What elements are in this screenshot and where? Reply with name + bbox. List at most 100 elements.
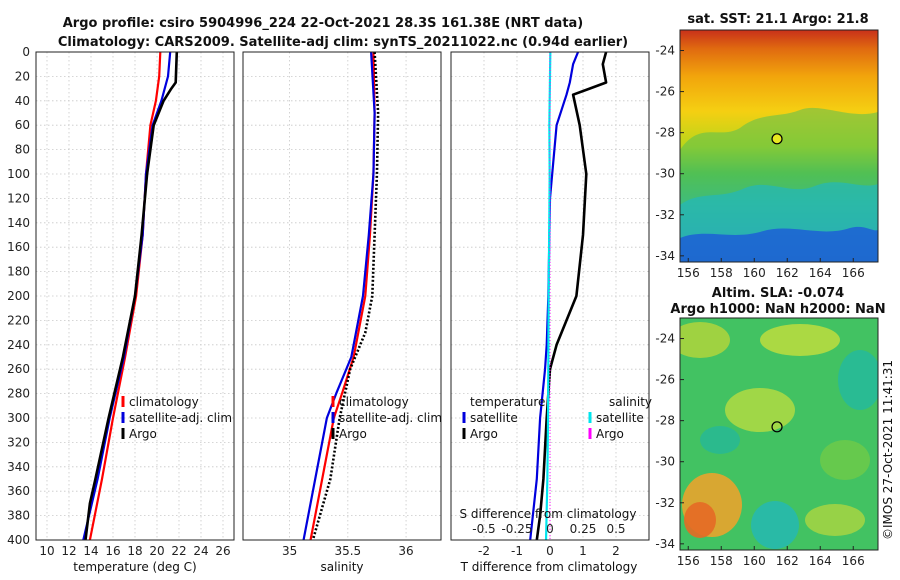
map-y-tick-label: -24 <box>655 332 675 346</box>
salinity-legend: climatology satellite-adj. clim Argo <box>331 395 442 441</box>
legend-label-sal-argo: Argo <box>596 427 624 441</box>
salinity-panel: 35 35.5 36 salinity climatology satellite-… <box>242 51 442 574</box>
depth-tick-label: 40 <box>15 94 30 108</box>
series-line-salinity-satellite <box>544 52 552 540</box>
t-difference-xlabel: T difference from climatology <box>460 560 638 574</box>
x-tick-label: 20 <box>149 544 164 558</box>
x-tick-label: -1 <box>511 544 523 558</box>
depth-tick-label: 400 <box>7 533 30 547</box>
legend-label-argo: Argo <box>129 427 157 441</box>
map-y-tick-label: -26 <box>655 373 675 387</box>
series-line-argo <box>84 52 179 540</box>
s-difference-tick-label: 0 <box>546 522 554 536</box>
map-y-tick-label: -26 <box>655 85 675 99</box>
series-line-argo <box>311 52 380 540</box>
sst-frame <box>679 29 879 263</box>
x-tick-label: 0 <box>546 544 554 558</box>
depth-tick-label: 0 <box>22 45 30 59</box>
depth-tick-label: 280 <box>7 387 30 401</box>
depth-tick-label: 160 <box>7 240 30 254</box>
sla-frame <box>679 317 879 551</box>
map-x-tick-label: 158 <box>710 554 733 568</box>
map-x-tick-label: 162 <box>776 554 799 568</box>
depth-tick-label: 380 <box>7 509 30 523</box>
depth-tick-label: 340 <box>7 460 30 474</box>
depth-tick-label: 240 <box>7 338 30 352</box>
s-difference-tick-label: 0.25 <box>570 522 597 536</box>
difference-legend: temperature salinity satellite Argo sate… <box>462 395 652 441</box>
title-line-2: Climatology: CARS2009. Satellite-adj cli… <box>58 35 628 50</box>
map-x-tick-label: 158 <box>710 266 733 280</box>
argo-float-marker <box>771 421 783 433</box>
x-tick-label: 36 <box>398 544 413 558</box>
salinity-frame <box>242 51 442 541</box>
x-tick-label: 35.5 <box>334 544 361 558</box>
depth-tick-label: 360 <box>7 484 30 498</box>
map-y-tick-label: -30 <box>655 455 675 469</box>
legend-label-temp-satellite: satellite <box>470 411 518 425</box>
imos-watermark: ©IMOS 27-Oct-2021 11:41:31 <box>881 360 895 540</box>
x-tick-label: 24 <box>193 544 208 558</box>
depth-tick-label: 80 <box>15 143 30 157</box>
legend-label-argo: Argo <box>339 427 367 441</box>
difference-frame <box>450 51 650 541</box>
sla-anomaly <box>725 388 795 432</box>
sla-anomaly <box>684 502 716 538</box>
depth-tick-label: 140 <box>7 216 30 230</box>
temperature-frame <box>35 51 235 541</box>
depth-tick-label: 220 <box>7 313 30 327</box>
map-x-tick-label: 162 <box>776 266 799 280</box>
depth-tick-label: 260 <box>7 362 30 376</box>
depth-tick-label: 180 <box>7 265 30 279</box>
depth-tick-label: 300 <box>7 411 30 425</box>
x-tick-label: 10 <box>39 544 54 558</box>
legend-label-sal-satellite: satellite <box>596 411 644 425</box>
legend-header-salinity: salinity <box>609 395 652 409</box>
series-line-satellite-adj-clim <box>302 52 376 540</box>
x-tick-label: 1 <box>579 544 587 558</box>
s-difference-label: S difference from climatology <box>460 507 637 521</box>
title-line-1: Argo profile: csiro 5904996_224 22-Oct-2… <box>63 16 584 31</box>
map-y-tick-label: -32 <box>655 496 675 510</box>
sla-anomaly <box>700 426 740 454</box>
map-x-tick-label: 156 <box>677 554 700 568</box>
x-tick-label: 16 <box>105 544 120 558</box>
temperature-panel: 10 12 14 16 18 20 22 24 26 temperature (deg C) c… <box>35 51 235 574</box>
legend-header-temperature: temperature <box>470 395 545 409</box>
sla-title-2: Argo h1000: NaN h2000: NaN <box>670 302 885 317</box>
depth-tick-label: 320 <box>7 435 30 449</box>
map-y-tick-label: -30 <box>655 167 675 181</box>
depth-tick-label: 200 <box>7 289 30 303</box>
s-difference-tick-label: 0.5 <box>606 522 625 536</box>
x-tick-label: 35 <box>282 544 297 558</box>
sla-anomaly <box>820 440 870 480</box>
depth-axis: 0 20 40 60 80 100 120 140 160 180 200 220 240 260 280 3… <box>7 45 30 547</box>
depth-tick-label: 100 <box>7 167 30 181</box>
sla-anomaly <box>838 350 878 410</box>
map-x-tick-label: 160 <box>743 554 766 568</box>
sla-anomaly <box>751 501 799 549</box>
map-y-tick-label: -32 <box>655 208 675 222</box>
legend-label-climatology: climatology <box>129 395 199 409</box>
temperature-legend: climatology satellite-adj. clim Argo <box>121 395 232 441</box>
depth-tick-label: 60 <box>15 118 30 132</box>
sla-map: 156 158 160 162 164 166 -24 -26 -28 -30 -32 -34 <box>655 317 879 568</box>
x-tick-label: 2 <box>612 544 620 558</box>
map-x-tick-label: 166 <box>842 554 865 568</box>
map-x-tick-label: 166 <box>842 266 865 280</box>
x-tick-label: 26 <box>215 544 230 558</box>
sla-anomaly <box>760 324 840 356</box>
map-y-tick-label: -28 <box>655 126 675 140</box>
x-tick-label: 12 <box>61 544 76 558</box>
sla-anomaly <box>805 504 865 536</box>
map-x-tick-label: 164 <box>809 554 832 568</box>
map-y-tick-label: -28 <box>655 414 675 428</box>
map-x-tick-label: 164 <box>809 266 832 280</box>
s-difference-tick-label: -0.25 <box>501 522 532 536</box>
sst-title: sat. SST: 21.1 Argo: 21.8 <box>687 12 868 27</box>
map-y-tick-label: -24 <box>655 44 675 58</box>
temperature-xlabel: temperature (deg C) <box>73 560 196 574</box>
map-x-tick-label: 156 <box>677 266 700 280</box>
legend-label-climatology: climatology <box>339 395 409 409</box>
